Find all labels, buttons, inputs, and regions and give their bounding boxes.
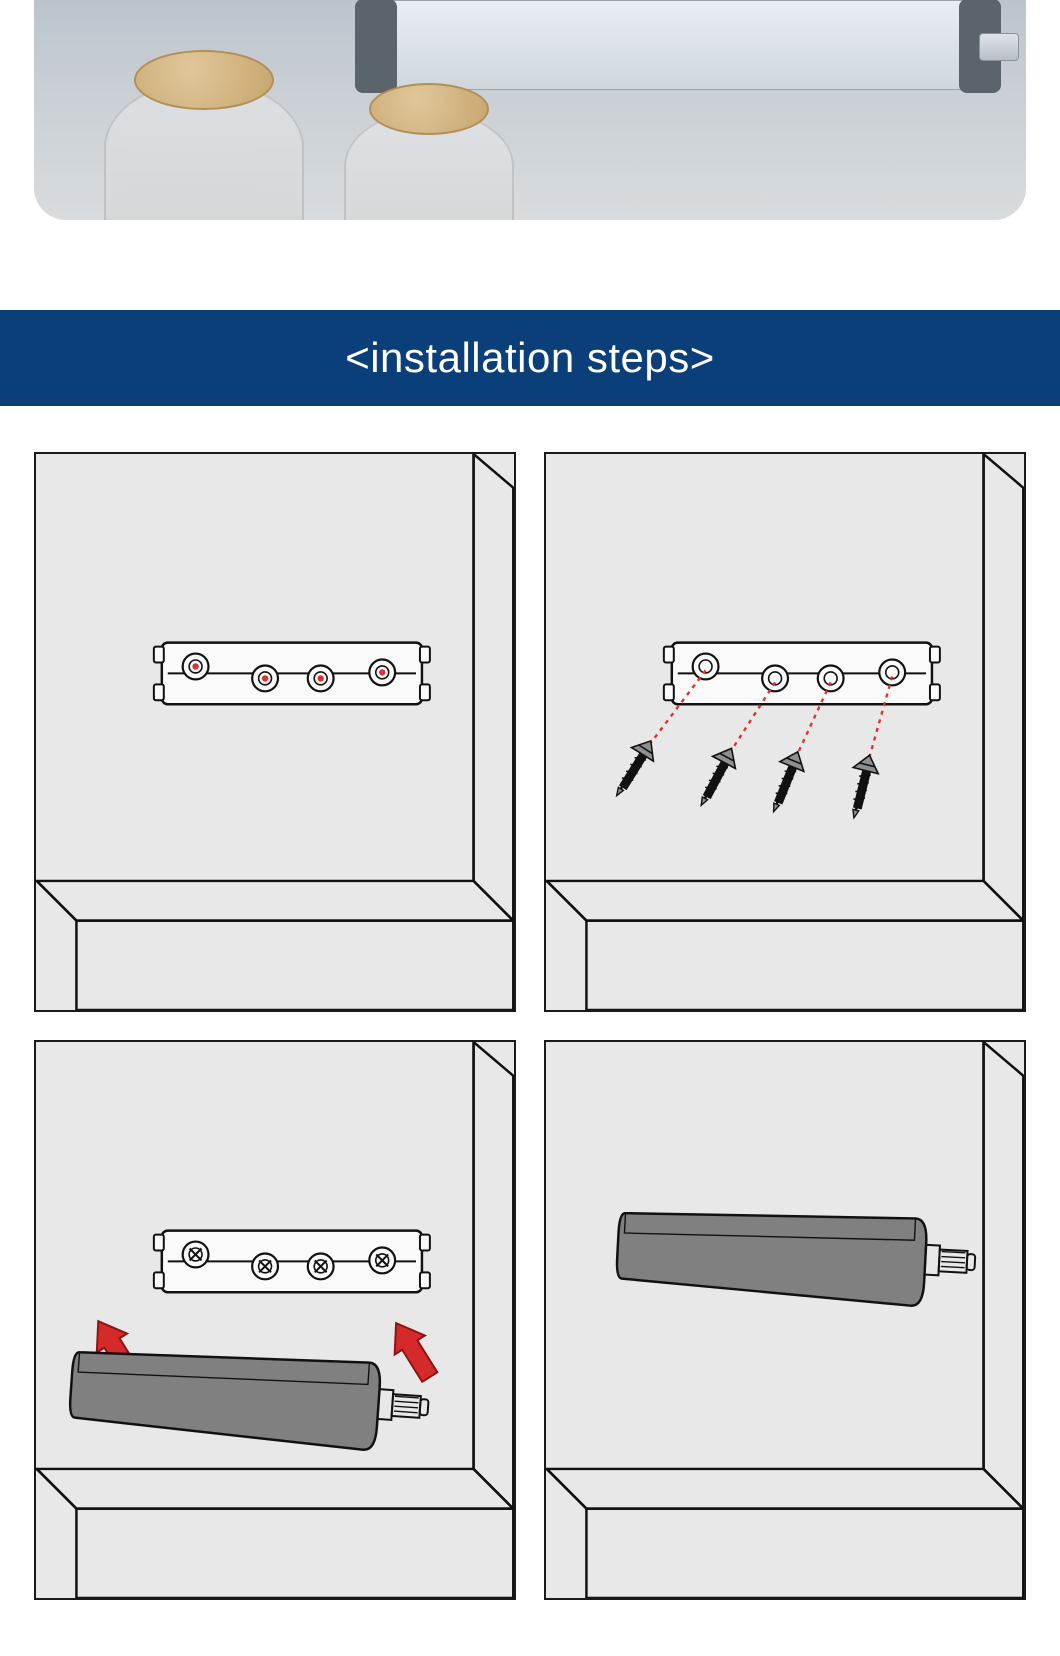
section-title: <installation steps>	[345, 334, 715, 382]
install-step-1	[34, 452, 516, 1012]
install-step-3	[34, 1040, 516, 1600]
install-step-2	[544, 452, 1026, 1012]
section-header: <installation steps>	[0, 310, 1060, 406]
installation-steps-grid	[0, 406, 1060, 1600]
device-rail	[358, 0, 998, 90]
product-photo-crop	[34, 0, 1026, 220]
install-step-4	[544, 1040, 1026, 1600]
